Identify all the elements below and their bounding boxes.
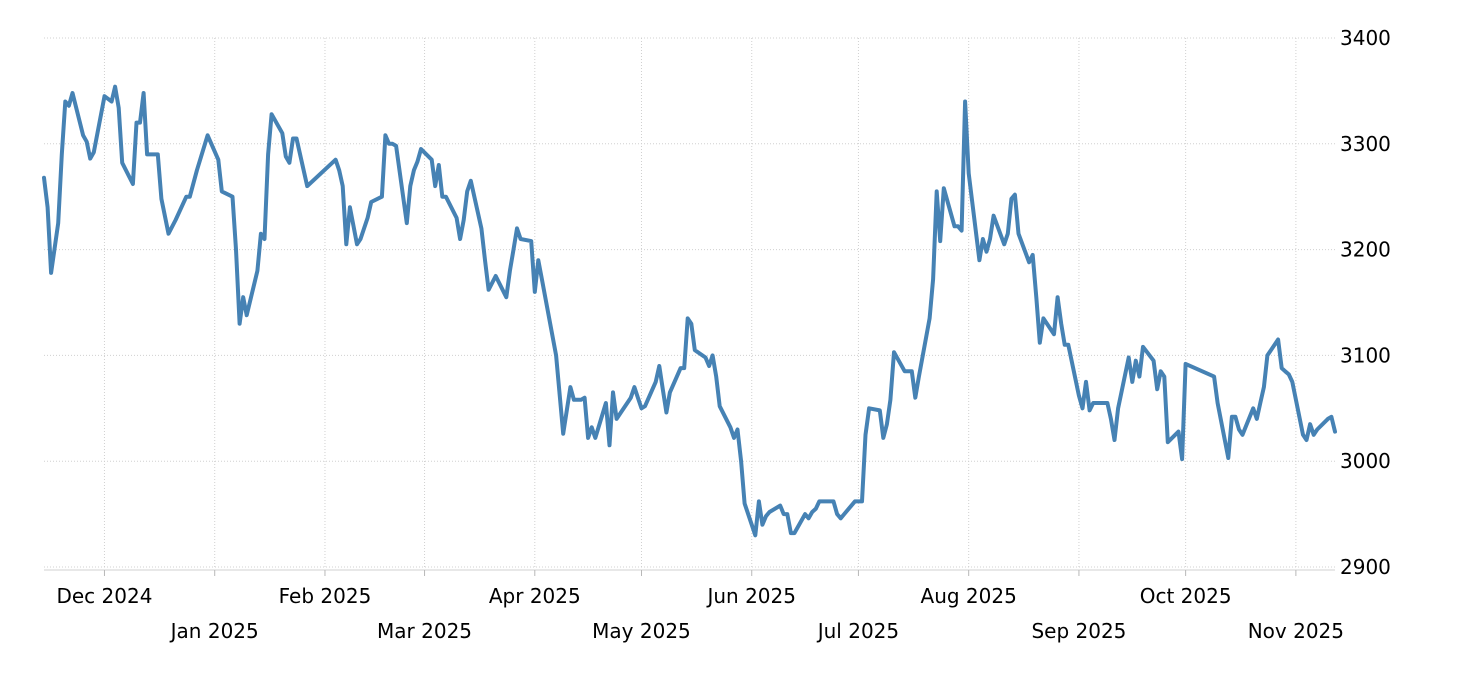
series-layer xyxy=(42,84,1337,538)
x-tick-label: Mar 2025 xyxy=(377,619,472,643)
y-tick-label: 2900 xyxy=(1340,555,1391,579)
x-tick-label: Jun 2025 xyxy=(705,584,796,608)
x-tick-label: Jul 2025 xyxy=(816,619,899,643)
x-tick-label: Feb 2025 xyxy=(279,584,372,608)
y-tick-label: 3100 xyxy=(1340,343,1391,367)
grid-layer xyxy=(44,37,1335,568)
x-tick-label: Jan 2025 xyxy=(169,619,259,643)
x-tick-label: Aug 2025 xyxy=(921,584,1017,608)
series-line xyxy=(42,84,1337,538)
x-tick-label: Apr 2025 xyxy=(489,584,581,608)
y-tick-label: 3400 xyxy=(1340,26,1391,50)
y-tick-label: 3000 xyxy=(1340,449,1391,473)
x-tick-label: Oct 2025 xyxy=(1140,584,1232,608)
x-tick-label: May 2025 xyxy=(592,619,691,643)
y-axis-ticks: 3400 3300 3200 3100 3000 2900 xyxy=(1340,26,1391,579)
x-tick-label: Nov 2025 xyxy=(1248,619,1344,643)
x-tick-label: Sep 2025 xyxy=(1031,619,1126,643)
x-tick-label: Dec 2024 xyxy=(56,584,152,608)
y-tick-label: 3200 xyxy=(1340,238,1391,262)
y-tick-label: 3300 xyxy=(1340,132,1391,156)
